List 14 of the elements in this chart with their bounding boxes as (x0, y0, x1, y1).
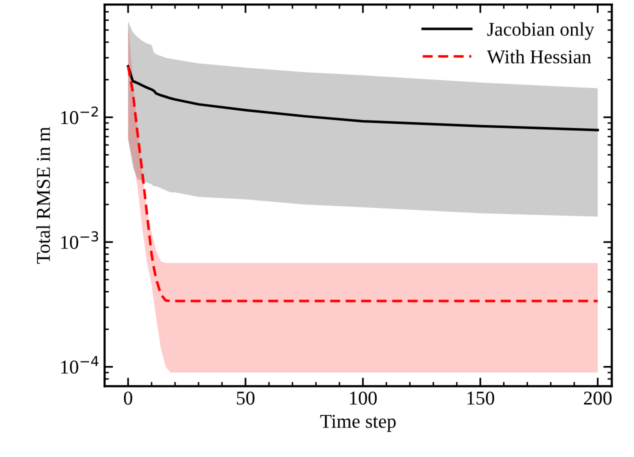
legend-label: Jacobian only (487, 22, 594, 40)
y-tick-label: 10$^{−2}$ (61, 106, 98, 124)
x-tick-label: 100 (350, 392, 377, 405)
x-tick-label: 200 (584, 392, 612, 405)
line-series (126, 65, 599, 302)
legend-label: With Hessian (486, 50, 592, 64)
x-tick-label: 150 (467, 392, 494, 405)
y-axis-title: Total RMSE in m (36, 126, 50, 264)
x-tick-label: 50 (236, 392, 254, 405)
y-tick-label: 10$^{−4}$ (61, 356, 98, 374)
y-tick-label: 10$^{−3}$ (61, 231, 98, 249)
line-series (126, 65, 599, 132)
x-tick-label: 0 (124, 392, 132, 405)
x-axis-title: Time step (320, 414, 396, 432)
